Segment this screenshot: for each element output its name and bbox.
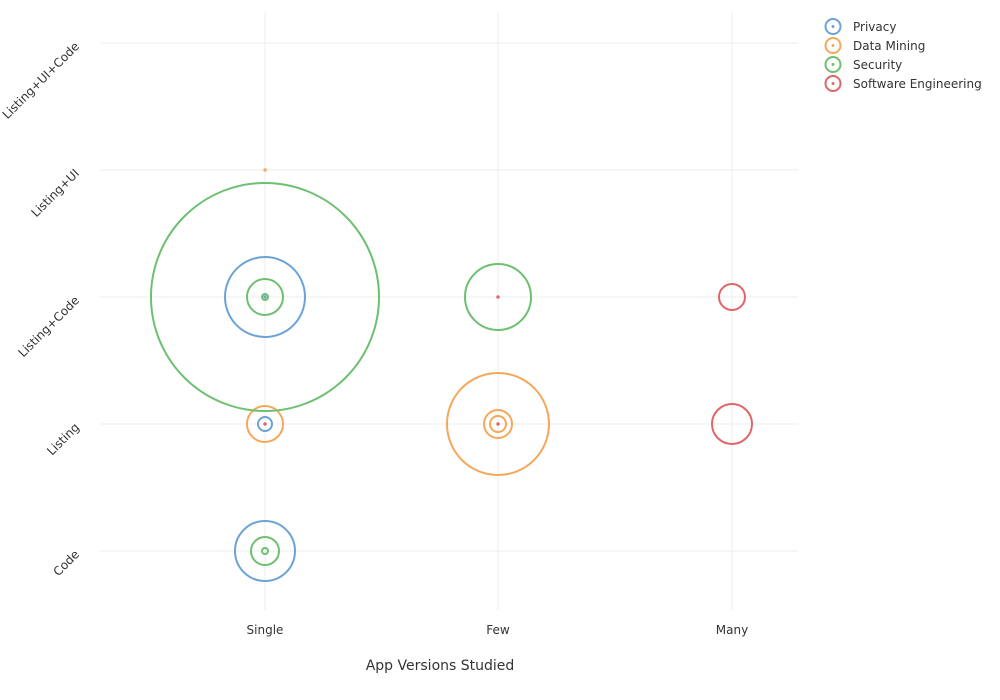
x-axis-label: App Versions Studied <box>365 658 515 674</box>
x-tick-labels: Single Few Many <box>247 623 749 637</box>
data-points <box>150 168 753 582</box>
y-tick-labels: Code Listing Listing+Code Listing+UI Listing… <box>0 39 82 579</box>
data-bubble[interactable] <box>718 283 746 311</box>
legend-label: Privacy <box>853 19 897 34</box>
y-tick-label: Listing+UI <box>28 166 82 220</box>
legend: Privacy Data Mining Security Software Engin… <box>822 17 998 93</box>
data-bubble[interactable] <box>261 293 269 301</box>
data-point[interactable] <box>263 422 267 426</box>
data-bubble[interactable] <box>446 372 550 476</box>
x-tick-label: Single <box>247 623 284 637</box>
data-bubble[interactable] <box>234 520 296 582</box>
y-tick-label: Listing+Code <box>15 293 82 360</box>
legend-item[interactable]: Security <box>822 55 998 74</box>
data-bubble[interactable] <box>224 256 306 338</box>
data-bubble[interactable] <box>246 405 284 443</box>
y-tick-label: Listing <box>44 420 82 458</box>
data-point[interactable] <box>496 295 500 299</box>
y-tick-label: Listing+UI+Code <box>0 39 82 122</box>
legend-item[interactable]: Software Engineering <box>822 74 998 93</box>
legend-item[interactable]: Data Mining <box>822 36 998 55</box>
legend-swatch-icon <box>822 55 844 74</box>
data-bubble[interactable] <box>246 278 284 316</box>
legend-swatch-icon <box>822 36 844 55</box>
y-tick-label: Code <box>50 547 82 579</box>
data-point[interactable] <box>263 168 267 172</box>
data-bubble[interactable] <box>464 263 532 331</box>
legend-swatch-icon <box>822 17 844 36</box>
legend-item[interactable]: Privacy <box>822 17 998 36</box>
data-bubble[interactable] <box>261 547 269 555</box>
data-bubble[interactable] <box>489 415 507 433</box>
legend-swatch-icon <box>822 74 844 93</box>
data-point[interactable] <box>496 422 500 426</box>
grid-lines <box>100 12 798 610</box>
legend-label: Security <box>853 57 903 72</box>
data-bubble[interactable] <box>250 536 280 566</box>
data-bubble[interactable] <box>257 416 273 432</box>
data-bubble[interactable] <box>483 409 513 439</box>
legend-label: Software Engineering <box>853 76 982 91</box>
data-point[interactable] <box>263 295 267 299</box>
legend-label: Data Mining <box>853 38 926 53</box>
data-bubble[interactable] <box>711 403 753 445</box>
x-tick-label: Few <box>486 623 510 637</box>
x-tick-label: Many <box>716 623 748 637</box>
data-bubble[interactable] <box>150 182 380 412</box>
